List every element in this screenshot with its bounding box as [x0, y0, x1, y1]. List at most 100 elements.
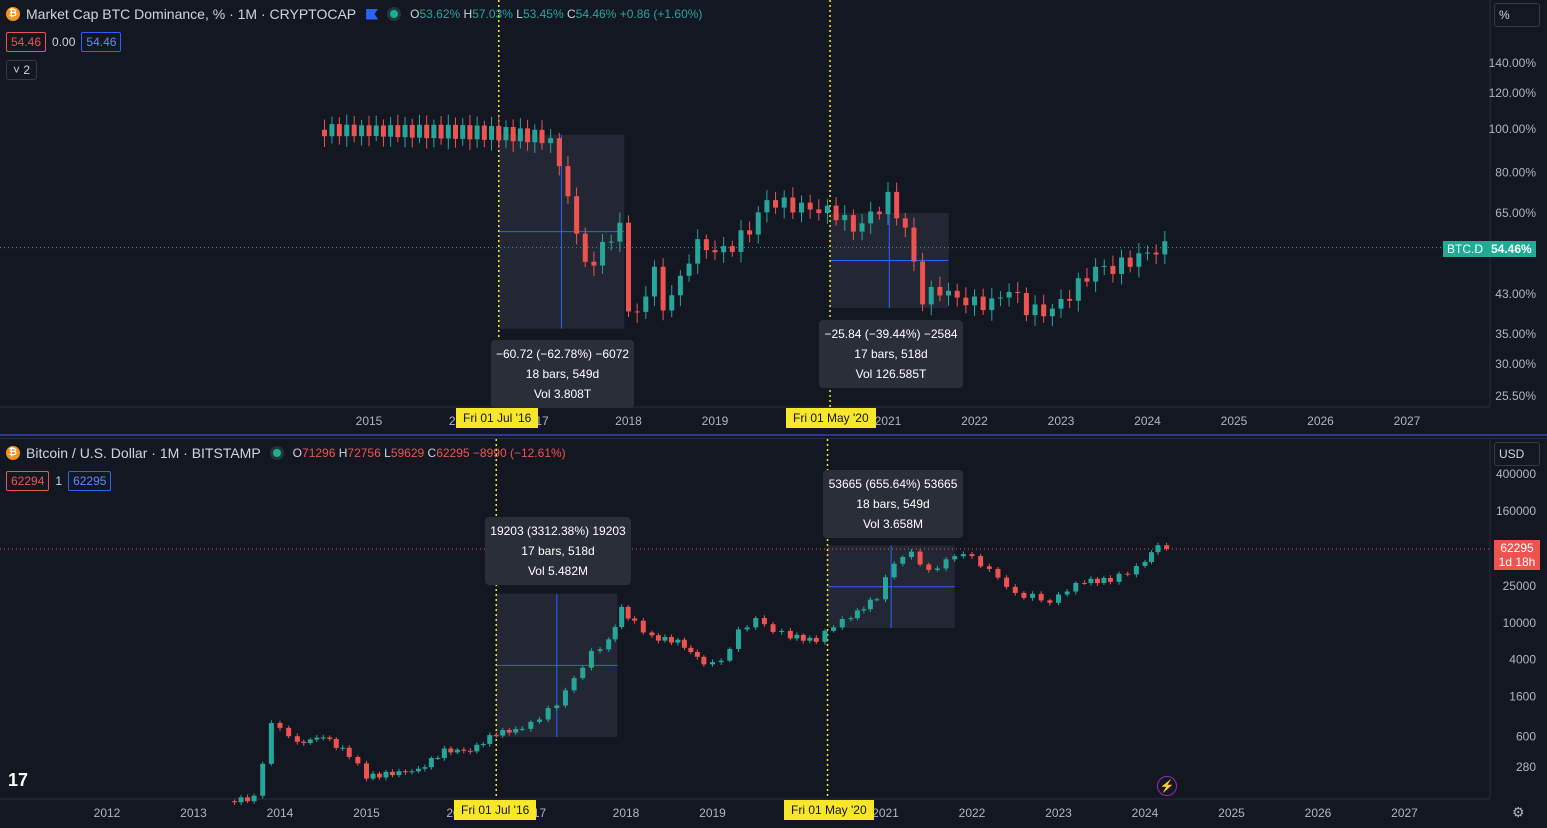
dominance-chart[interactable]: 140.00% 120.00% 100.00% 80.00% 65.00% 43.00% 3… [0, 0, 1547, 434]
candle-up [1101, 259, 1107, 276]
date-marker-tag-2020-bottom: Fri 01 May '20 [784, 800, 874, 820]
y-tick-label: 30.00% [1495, 357, 1536, 371]
candle-down [1067, 289, 1073, 309]
x-tick-label: 2022 [961, 414, 988, 428]
candle-down [1110, 255, 1116, 283]
x-tick-label: 2025 [1218, 806, 1245, 820]
candle-down [245, 794, 251, 804]
pane-separator[interactable] [0, 434, 1547, 439]
candle-up [799, 195, 804, 223]
candle-up [1058, 289, 1064, 318]
candle-down [582, 227, 588, 268]
candle-up [651, 260, 657, 306]
candle-down [591, 251, 597, 276]
candle-down [438, 116, 444, 145]
candle-up [1136, 242, 1142, 278]
currency-button[interactable]: USD [1494, 442, 1540, 466]
x-tick-label: 2019 [702, 414, 729, 428]
dominance-bid-ask: 54.46 0.00 54.46 [6, 32, 122, 52]
candle-down [917, 549, 923, 567]
candle-up [532, 124, 538, 154]
btcusd-ask[interactable]: 62295 [68, 471, 112, 491]
date-marker-tag-2020: Fri 01 May '20 [786, 408, 876, 428]
candle-up [1101, 575, 1107, 586]
collapse-indicators-button[interactable]: ˅ 2 [6, 60, 38, 80]
candle-down [395, 114, 401, 143]
candle-up [428, 756, 434, 770]
market-status-icon [272, 449, 281, 457]
candle-down [510, 119, 516, 153]
y-tick-label: 10000 [1503, 616, 1537, 630]
candle-down [327, 735, 333, 742]
tradingview-logo[interactable]: 17 [8, 770, 29, 790]
scale-mode-button[interactable]: % [1494, 3, 1540, 27]
candle-down [649, 630, 655, 638]
candle-up [943, 557, 949, 572]
candle-up [513, 726, 519, 736]
candle-up [251, 793, 257, 804]
candle-down [333, 737, 339, 751]
btcusd-price-tag: 62295 1d 18h [1494, 540, 1540, 570]
measure-info-box-2: −25.84 (−39.44%) −2584 17 bars, 518d Vol… [819, 320, 963, 388]
x-tick-label: 2023 [1045, 806, 1072, 820]
candle-down [640, 617, 646, 635]
dominance-bid[interactable]: 54.46 [6, 32, 47, 52]
candle-up [445, 114, 451, 150]
candle-up [1073, 581, 1079, 595]
x-tick-label: 2014 [267, 806, 294, 820]
candle-down [1127, 250, 1133, 273]
candle-down [926, 562, 932, 573]
btcusd-title[interactable]: Bitcoin / U.S. Dollar · 1M · BITSTAMP [26, 445, 261, 461]
candle-down [1107, 575, 1113, 585]
candle-up [474, 116, 480, 148]
candle-down [366, 115, 372, 147]
btcusd-bid[interactable]: 62294 [6, 471, 50, 491]
candle-down [364, 760, 369, 782]
candle-up [861, 606, 867, 614]
candle-down [688, 645, 694, 655]
candle-up [500, 727, 506, 738]
dominance-chart-pane[interactable]: 140.00% 120.00% 100.00% 80.00% 65.00% 43.00% 3… [0, 0, 1547, 434]
candle-down [995, 566, 1001, 580]
candle-up [1032, 295, 1038, 326]
candle-down [574, 187, 580, 245]
candle-up [1145, 245, 1150, 261]
candle-up [588, 648, 594, 671]
candle-up [900, 555, 906, 567]
candle-up [848, 616, 854, 622]
x-tick-label: 2021 [875, 414, 902, 428]
candle-down [978, 553, 984, 569]
measure-info-box-3: 19203 (3312.38%) 19203 17 bars, 518d Vol… [485, 517, 631, 585]
candle-up [329, 116, 335, 144]
y-tick-label: 280 [1516, 760, 1536, 774]
dominance-title[interactable]: Market Cap BTC Dominance, % · 1M · CRYPT… [26, 6, 357, 22]
bitcoin-coin-icon: ₿ [6, 446, 20, 460]
lightning-icon[interactable]: ⚡ [1157, 776, 1177, 796]
candle-down [565, 156, 571, 204]
y-tick-label: 4000 [1509, 653, 1536, 667]
candle-down [525, 119, 531, 151]
candle-down [1015, 281, 1021, 304]
candle-up [260, 761, 266, 799]
candle-up [867, 597, 873, 612]
x-tick-label: 2019 [699, 806, 726, 820]
candle-up [597, 647, 603, 654]
market-status-icon [390, 10, 399, 18]
x-tick-label: 2022 [959, 806, 986, 820]
candle-up [340, 745, 346, 751]
btcusd-chart[interactable]: 400000 160000 25000 10000 4000 1600 600 280 2012… [0, 439, 1547, 828]
candle-up [402, 116, 408, 148]
candle-up [1148, 550, 1154, 565]
x-tick-label: 2015 [353, 806, 380, 820]
flag-icon[interactable] [366, 8, 379, 20]
candle-up [409, 769, 415, 775]
candle-down [1125, 571, 1131, 577]
dominance-ask[interactable]: 54.46 [81, 32, 122, 52]
candle-down [773, 192, 779, 214]
btcusd-chart-pane[interactable]: 400000 160000 25000 10000 4000 1600 600 280 2012… [0, 439, 1547, 828]
candle-up [989, 288, 995, 321]
x-tick-label: 2024 [1132, 806, 1159, 820]
candle-down [807, 194, 813, 219]
gear-icon[interactable]: ⚙ [1512, 804, 1525, 820]
candle-up [307, 737, 313, 745]
